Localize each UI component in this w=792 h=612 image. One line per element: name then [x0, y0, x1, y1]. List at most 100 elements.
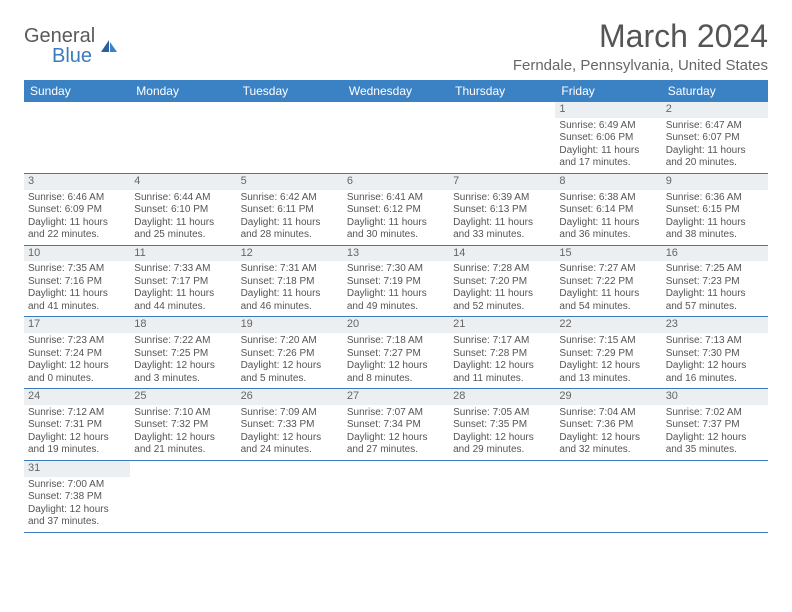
- sunrise-line: Sunrise: 7:13 AM: [666, 335, 764, 348]
- day-number: 19: [237, 317, 343, 333]
- sunrise-line: Sunrise: 7:33 AM: [134, 263, 232, 276]
- sunset-line: Sunset: 7:28 PM: [453, 348, 551, 361]
- day-cell: 14Sunrise: 7:28 AMSunset: 7:20 PMDayligh…: [449, 246, 555, 317]
- dow-header: Thursday: [449, 80, 555, 102]
- sunset-line: Sunset: 7:24 PM: [28, 348, 126, 361]
- sunset-line: Sunset: 7:29 PM: [559, 348, 657, 361]
- day-number: 6: [343, 174, 449, 190]
- logo-text: General Blue: [24, 26, 95, 66]
- daylight-line-1: Daylight: 11 hours: [347, 217, 445, 230]
- daylight-line-2: and 24 minutes.: [241, 444, 339, 457]
- sunrise-line: Sunrise: 7:09 AM: [241, 407, 339, 420]
- empty-cell: [237, 461, 343, 532]
- sunset-line: Sunset: 7:34 PM: [347, 419, 445, 432]
- sunrise-line: Sunrise: 6:49 AM: [559, 120, 657, 133]
- day-number: 25: [130, 389, 236, 405]
- week-row: 10Sunrise: 7:35 AMSunset: 7:16 PMDayligh…: [24, 246, 768, 318]
- week-row: 3Sunrise: 6:46 AMSunset: 6:09 PMDaylight…: [24, 174, 768, 246]
- sunset-line: Sunset: 7:31 PM: [28, 419, 126, 432]
- dow-row: SundayMondayTuesdayWednesdayThursdayFrid…: [24, 80, 768, 102]
- sunset-line: Sunset: 6:07 PM: [666, 132, 764, 145]
- daylight-line-1: Daylight: 12 hours: [453, 360, 551, 373]
- daylight-line-1: Daylight: 11 hours: [28, 288, 126, 301]
- sunset-line: Sunset: 6:13 PM: [453, 204, 551, 217]
- sunset-line: Sunset: 7:23 PM: [666, 276, 764, 289]
- sunset-line: Sunset: 7:19 PM: [347, 276, 445, 289]
- daylight-line-2: and 30 minutes.: [347, 229, 445, 242]
- sunrise-line: Sunrise: 7:28 AM: [453, 263, 551, 276]
- daylight-line-2: and 37 minutes.: [28, 516, 126, 529]
- calendar: SundayMondayTuesdayWednesdayThursdayFrid…: [24, 80, 768, 533]
- dow-header: Sunday: [24, 80, 130, 102]
- daylight-line-2: and 41 minutes.: [28, 301, 126, 314]
- daylight-line-2: and 11 minutes.: [453, 373, 551, 386]
- day-number: 17: [24, 317, 130, 333]
- empty-cell: [237, 102, 343, 173]
- sunset-line: Sunset: 7:20 PM: [453, 276, 551, 289]
- sunrise-line: Sunrise: 7:22 AM: [134, 335, 232, 348]
- day-number: 30: [662, 389, 768, 405]
- day-number: 11: [130, 246, 236, 262]
- daylight-line-1: Daylight: 11 hours: [28, 217, 126, 230]
- daylight-line-1: Daylight: 12 hours: [666, 432, 764, 445]
- day-number: 1: [555, 102, 661, 118]
- daylight-line-2: and 46 minutes.: [241, 301, 339, 314]
- day-number: 5: [237, 174, 343, 190]
- daylight-line-2: and 21 minutes.: [134, 444, 232, 457]
- daylight-line-1: Daylight: 11 hours: [453, 217, 551, 230]
- sunset-line: Sunset: 7:35 PM: [453, 419, 551, 432]
- sail-icon: [99, 38, 119, 54]
- sunrise-line: Sunrise: 7:00 AM: [28, 479, 126, 492]
- daylight-line-2: and 28 minutes.: [241, 229, 339, 242]
- daylight-line-1: Daylight: 11 hours: [666, 217, 764, 230]
- day-cell: 25Sunrise: 7:10 AMSunset: 7:32 PMDayligh…: [130, 389, 236, 460]
- day-number: 29: [555, 389, 661, 405]
- daylight-line-1: Daylight: 11 hours: [666, 288, 764, 301]
- sunset-line: Sunset: 6:14 PM: [559, 204, 657, 217]
- day-cell: 12Sunrise: 7:31 AMSunset: 7:18 PMDayligh…: [237, 246, 343, 317]
- week-row: 1Sunrise: 6:49 AMSunset: 6:06 PMDaylight…: [24, 102, 768, 174]
- daylight-line-1: Daylight: 12 hours: [28, 504, 126, 517]
- daylight-line-1: Daylight: 12 hours: [28, 432, 126, 445]
- sunrise-line: Sunrise: 7:18 AM: [347, 335, 445, 348]
- day-number: 20: [343, 317, 449, 333]
- day-number: 13: [343, 246, 449, 262]
- daylight-line-1: Daylight: 11 hours: [666, 145, 764, 158]
- sunrise-line: Sunrise: 7:23 AM: [28, 335, 126, 348]
- day-cell: 7Sunrise: 6:39 AMSunset: 6:13 PMDaylight…: [449, 174, 555, 245]
- daylight-line-1: Daylight: 12 hours: [347, 360, 445, 373]
- day-number: 22: [555, 317, 661, 333]
- sunrise-line: Sunrise: 7:25 AM: [666, 263, 764, 276]
- day-cell: 1 Sunrise: 6:49 AMSunset: 6:06 PMDaylight…: [555, 102, 661, 173]
- month-title: March 2024: [513, 18, 768, 55]
- empty-cell: [24, 102, 130, 173]
- daylight-line-1: Daylight: 12 hours: [134, 432, 232, 445]
- sunrise-line: Sunrise: 7:30 AM: [347, 263, 445, 276]
- daylight-line-2: and 20 minutes.: [666, 157, 764, 170]
- day-cell: 9Sunrise: 6:36 AMSunset: 6:15 PMDaylight…: [662, 174, 768, 245]
- sunrise-line: Sunrise: 7:02 AM: [666, 407, 764, 420]
- daylight-line-1: Daylight: 12 hours: [134, 360, 232, 373]
- daylight-line-1: Daylight: 11 hours: [559, 145, 657, 158]
- daylight-line-2: and 5 minutes.: [241, 373, 339, 386]
- daylight-line-2: and 49 minutes.: [347, 301, 445, 314]
- day-number: 10: [24, 246, 130, 262]
- sunset-line: Sunset: 7:36 PM: [559, 419, 657, 432]
- daylight-line-1: Daylight: 11 hours: [347, 288, 445, 301]
- daylight-line-2: and 44 minutes.: [134, 301, 232, 314]
- dow-header: Saturday: [662, 80, 768, 102]
- day-number: 18: [130, 317, 236, 333]
- daylight-line-2: and 8 minutes.: [347, 373, 445, 386]
- sunrise-line: Sunrise: 7:04 AM: [559, 407, 657, 420]
- daylight-line-1: Daylight: 11 hours: [241, 217, 339, 230]
- daylight-line-2: and 52 minutes.: [453, 301, 551, 314]
- day-cell: 26Sunrise: 7:09 AMSunset: 7:33 PMDayligh…: [237, 389, 343, 460]
- day-cell: 10Sunrise: 7:35 AMSunset: 7:16 PMDayligh…: [24, 246, 130, 317]
- day-number: 23: [662, 317, 768, 333]
- dow-header: Wednesday: [343, 80, 449, 102]
- sunset-line: Sunset: 6:06 PM: [559, 132, 657, 145]
- sunset-line: Sunset: 7:25 PM: [134, 348, 232, 361]
- daylight-line-2: and 54 minutes.: [559, 301, 657, 314]
- sunset-line: Sunset: 7:16 PM: [28, 276, 126, 289]
- day-cell: 2Sunrise: 6:47 AMSunset: 6:07 PMDaylight…: [662, 102, 768, 173]
